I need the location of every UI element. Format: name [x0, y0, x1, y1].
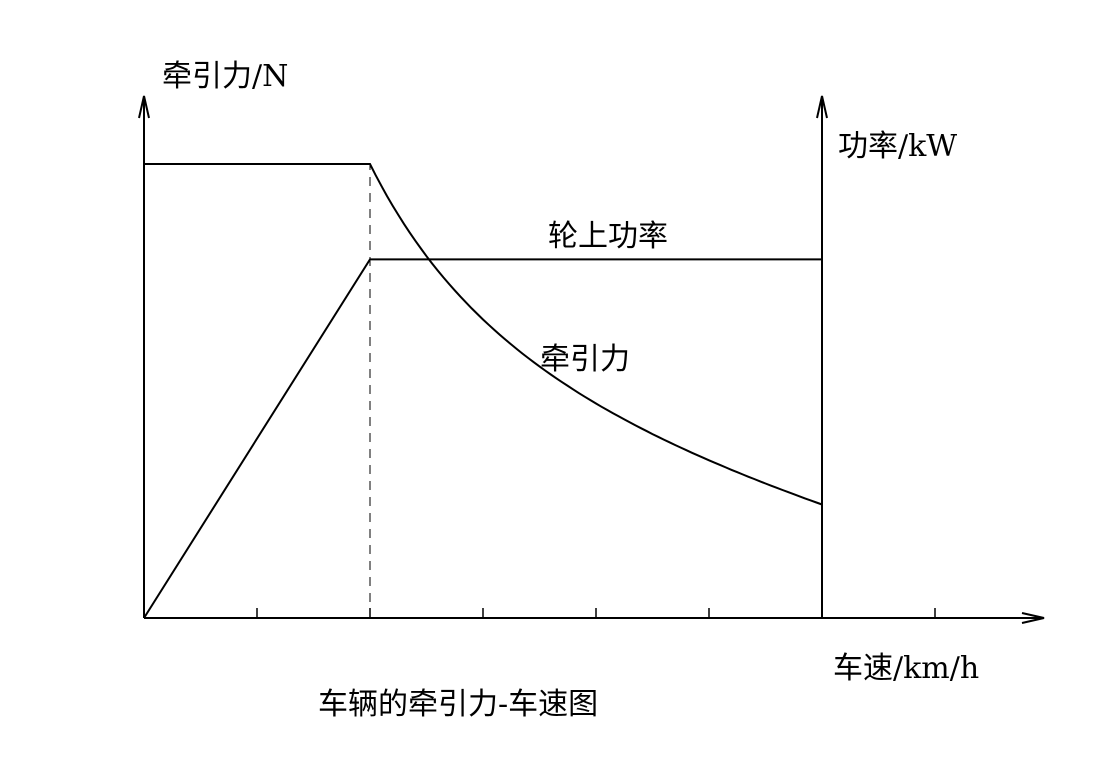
power-curve: [143, 258, 822, 619]
x-axis-arrow: [1021, 612, 1045, 624]
series-group: [143, 163, 823, 619]
traction-series-label: 牵引力: [540, 342, 630, 377]
x-axis-label: 车速/km/h: [833, 651, 980, 686]
power-series-label: 轮上功率: [548, 219, 668, 254]
axes-group: [138, 95, 1045, 624]
x-ticks-group: [256, 608, 936, 618]
traction-force-curve: [144, 163, 823, 506]
y-right-axis-label: 功率/kW: [838, 129, 958, 164]
y-left-axis-label: 牵引力/N: [162, 59, 289, 94]
y-left-axis-arrow: [138, 95, 150, 119]
chart-title: 车辆的牵引力-车速图: [318, 687, 599, 722]
y-right-axis-arrow: [816, 95, 828, 119]
